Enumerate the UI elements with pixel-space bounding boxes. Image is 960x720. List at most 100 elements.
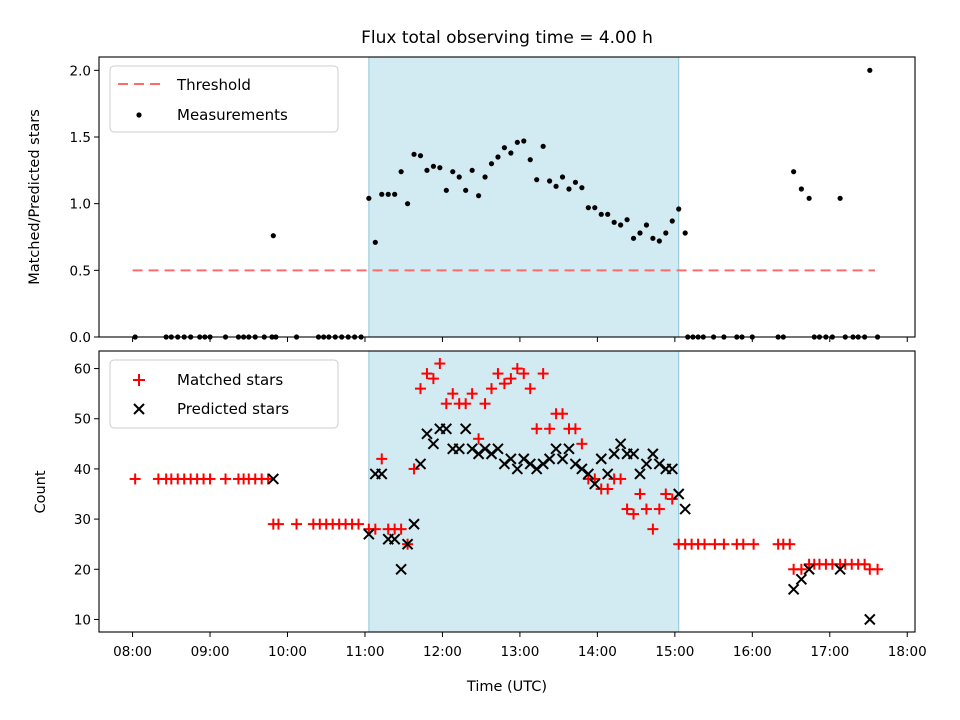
- measurement-point: [508, 150, 514, 156]
- matched-star-point: [272, 518, 284, 530]
- count-x-ticks: 08:00 09:00 10:00 11:00 12:00 13:00 14:00 15:00…: [113, 632, 927, 660]
- predicted-star-point: [401, 538, 414, 550]
- matched-star-point: [204, 473, 216, 485]
- predicted-star-point: [673, 488, 685, 500]
- matched-star-point: [531, 423, 543, 435]
- measurement-point: [527, 157, 533, 163]
- x-tick-label: 16:00: [733, 644, 772, 660]
- matched-star-point: [447, 388, 459, 400]
- matched-star-point: [569, 423, 581, 435]
- measurement-point: [443, 187, 449, 193]
- measurement-point: [463, 187, 469, 193]
- predicted-star-point: [787, 583, 800, 596]
- measurement-point: [611, 219, 617, 225]
- x-tick-label: 09:00: [191, 644, 230, 660]
- predicted-star-point: [537, 458, 549, 470]
- count-legend: Matched stars Predicted stars: [109, 359, 339, 429]
- predicted-star-point: [388, 533, 401, 545]
- matched-star-point: [291, 518, 303, 530]
- legend-threshold-label: Threshold: [176, 76, 251, 94]
- measurement-point: [547, 178, 553, 184]
- predicted-star-point: [472, 448, 485, 460]
- measurement-point: [372, 239, 378, 245]
- matched-star-point: [479, 398, 491, 410]
- ratio-panel: 0.00.51.01.52.0 Matched/Predicted stars …: [27, 56, 916, 346]
- predicted-star-point: [666, 463, 678, 475]
- matched-star-point: [466, 388, 478, 400]
- predicted-star-point: [492, 443, 504, 455]
- predicted-star-point: [563, 443, 575, 455]
- matched-star-point: [557, 408, 569, 420]
- legend-matched-swatch: [133, 374, 145, 386]
- matched-star-point: [262, 473, 274, 485]
- x-tick-label: 15:00: [655, 644, 694, 660]
- x-tick-label: 18:00: [888, 644, 927, 660]
- measurement-point: [424, 167, 430, 173]
- measurement-point: [270, 233, 276, 239]
- measurement-point: [488, 161, 495, 167]
- measurement-point: [579, 185, 585, 191]
- predicted-star-point: [608, 448, 620, 460]
- measurement-points: [132, 67, 881, 340]
- matched-star-point: [498, 378, 510, 390]
- legend-measurements-swatch: [136, 112, 142, 118]
- predicted-star-point: [803, 563, 815, 575]
- matched-star-point: [653, 503, 665, 515]
- matched-star-point: [748, 538, 760, 550]
- predicted-star-point: [550, 443, 562, 455]
- measurement-point: [366, 195, 372, 201]
- predicted-star-point: [440, 423, 453, 435]
- matched-stars-points: [129, 358, 884, 575]
- x-tick-label: 12:00: [423, 644, 462, 660]
- matched-star-point: [505, 373, 517, 385]
- count-y-ticks: 10 20 30 40 50 60: [74, 362, 99, 628]
- measurement-point: [404, 201, 411, 207]
- x-tick-label: 14:00: [578, 644, 617, 660]
- matched-star-point: [615, 473, 627, 485]
- predicted-star-point: [376, 468, 388, 480]
- matched-star-point: [460, 398, 472, 410]
- matched-star-point: [544, 423, 556, 435]
- matched-star-point: [621, 503, 633, 515]
- predicted-star-point: [530, 463, 543, 475]
- x-tick-label: 13:00: [500, 644, 539, 660]
- predicted-star-point: [634, 468, 646, 480]
- predicted-star-point: [524, 458, 536, 470]
- predicted-star-point: [408, 518, 420, 530]
- measurement-point: [791, 169, 797, 175]
- measurement-point: [475, 193, 482, 199]
- matched-star-point: [576, 438, 588, 450]
- predicted-star-point: [498, 458, 511, 470]
- matched-star-point: [427, 373, 439, 385]
- ratio-y-tick-label: 1.5: [70, 130, 91, 146]
- matched-star-point: [628, 508, 640, 520]
- predicted-star-point: [453, 443, 465, 455]
- measurement-point: [437, 165, 443, 171]
- predicted-star-point: [679, 503, 691, 515]
- predicted-star-point: [569, 458, 582, 470]
- measurement-point: [430, 163, 437, 169]
- x-tick-label: 17:00: [810, 644, 849, 660]
- measurement-point: [572, 179, 579, 185]
- matched-star-point: [376, 453, 388, 465]
- predicted-star-point: [864, 613, 876, 626]
- ratio-y-axis-label: Matched/Predicted stars: [27, 109, 43, 285]
- measurement-point: [540, 143, 546, 149]
- matched-star-point: [666, 493, 678, 505]
- count-panel: 10 20 30 40 50 60 08:00 09:00 10:00 11:00 12:00 13…: [33, 350, 927, 695]
- matched-star-point: [524, 383, 536, 395]
- matched-star-point: [795, 563, 807, 575]
- predicted-star-point: [834, 563, 846, 575]
- matched-star-point: [537, 368, 549, 380]
- matched-star-point: [640, 503, 652, 515]
- matched-star-point: [699, 538, 711, 550]
- predicted-star-point: [518, 453, 530, 465]
- matched-star-point: [602, 483, 614, 495]
- measurement-point: [837, 195, 843, 201]
- predicted-star-point: [795, 573, 808, 586]
- measurement-point: [624, 217, 630, 223]
- predicted-star-point: [459, 423, 472, 435]
- predicted-star-point: [576, 463, 588, 475]
- measurement-point: [398, 169, 404, 175]
